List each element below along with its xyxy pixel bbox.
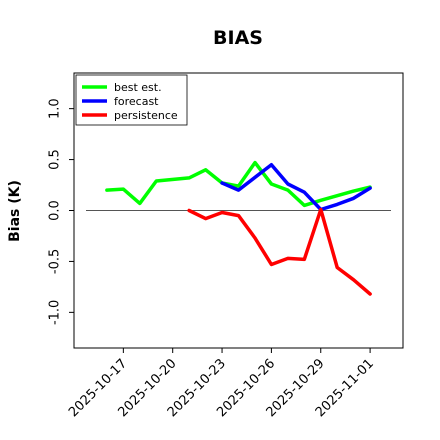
series-line-best-est (105, 160, 372, 208)
series-line-persistence (187, 207, 372, 296)
y-tick-label: 1.0 (48, 98, 63, 119)
legend-label: best est. (114, 81, 162, 94)
y-tick-label: 0.0 (48, 200, 63, 221)
legend-label: persistence (114, 109, 178, 122)
series-line-forecast (220, 162, 372, 212)
y-axis-label: Bias (K) (7, 180, 23, 242)
y-tick-label: -0.5 (48, 249, 63, 274)
x-axis-ticks: 2025-10-172025-10-202025-10-232025-10-26… (66, 348, 377, 420)
y-tick-label: -1.0 (48, 300, 63, 325)
legend-label: forecast (114, 95, 159, 108)
series-lines (105, 160, 372, 296)
y-tick-label: 0.5 (48, 149, 63, 170)
chart-title: BIAS (213, 27, 263, 49)
y-axis-ticks: -1.0 -0.5 0.0 0.5 1.0 (48, 98, 74, 325)
